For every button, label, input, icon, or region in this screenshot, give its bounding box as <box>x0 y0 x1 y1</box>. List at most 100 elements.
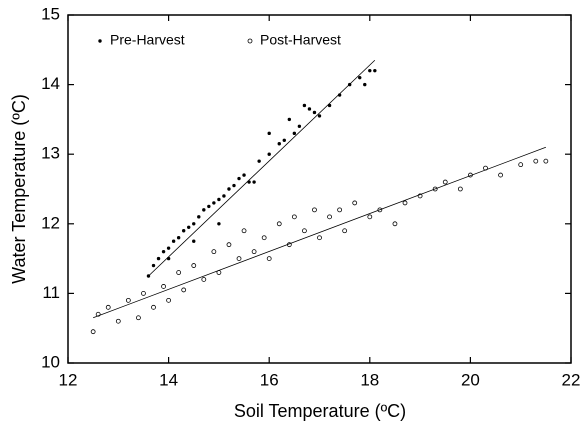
legend-marker <box>247 38 253 44</box>
point <box>192 222 196 226</box>
point <box>307 107 312 111</box>
point <box>442 179 448 185</box>
legend-marker <box>98 39 102 43</box>
point <box>392 221 398 227</box>
point <box>252 180 256 184</box>
fit-line <box>148 59 376 277</box>
point <box>236 256 242 262</box>
y-tick-label: 15 <box>41 4 60 23</box>
point <box>342 228 348 234</box>
point <box>125 297 131 303</box>
x-tick-label: 18 <box>360 370 379 389</box>
point <box>212 201 216 205</box>
point <box>402 200 408 206</box>
point <box>115 318 121 324</box>
point <box>337 207 343 213</box>
legend-label: Post-Harvest <box>260 32 341 48</box>
point <box>222 194 226 198</box>
point <box>166 246 171 250</box>
point <box>317 235 322 241</box>
point <box>151 263 156 268</box>
point <box>543 158 549 164</box>
point <box>156 256 161 261</box>
point <box>241 228 247 234</box>
point <box>201 277 207 282</box>
point <box>217 197 221 202</box>
point <box>533 158 539 164</box>
point <box>237 176 241 181</box>
point <box>202 208 206 212</box>
point <box>352 200 358 206</box>
legend-label: Pre-Harvest <box>110 32 185 48</box>
point <box>302 103 307 108</box>
point <box>266 256 272 262</box>
point <box>277 142 281 146</box>
point <box>217 222 221 226</box>
point <box>192 239 196 243</box>
x-tick-label: 20 <box>461 370 480 389</box>
point <box>363 82 367 87</box>
point <box>367 214 373 220</box>
fit-line <box>93 146 546 319</box>
x-tick-label: 12 <box>59 370 78 389</box>
point <box>518 162 524 168</box>
point <box>312 110 317 115</box>
x-tick-label: 14 <box>159 370 178 389</box>
point <box>257 159 261 163</box>
y-tick-label: 10 <box>41 352 60 371</box>
point <box>327 214 332 220</box>
point <box>187 225 191 229</box>
x-tick-label: 22 <box>562 370 581 389</box>
y-tick-label: 12 <box>41 213 60 232</box>
point <box>171 239 176 243</box>
point <box>141 290 146 296</box>
y-tick-label: 14 <box>41 74 60 93</box>
point <box>267 131 271 136</box>
point <box>377 207 383 213</box>
point <box>317 114 322 118</box>
point <box>261 235 267 241</box>
point <box>251 249 257 255</box>
point <box>282 138 286 142</box>
point <box>181 229 186 233</box>
point <box>161 249 166 254</box>
point <box>226 242 232 248</box>
point <box>312 207 317 213</box>
point <box>358 75 362 80</box>
point <box>276 221 282 227</box>
point <box>181 287 187 293</box>
point <box>291 214 297 220</box>
point <box>105 304 111 310</box>
point <box>207 204 211 209</box>
point <box>166 297 172 303</box>
point <box>191 263 197 268</box>
y-tick-label: 13 <box>41 144 60 163</box>
point <box>232 183 236 188</box>
point <box>211 249 217 255</box>
point <box>432 186 438 192</box>
point <box>197 215 201 219</box>
point <box>176 270 182 275</box>
point <box>151 304 156 310</box>
point <box>90 329 96 335</box>
y-axis-label: Water Temperature (ºC) <box>9 94 29 284</box>
point <box>176 236 181 240</box>
point <box>287 117 292 122</box>
x-axis-label: Soil Temperature (ºC) <box>234 401 406 421</box>
x-tick-label: 16 <box>260 370 279 389</box>
plot-frame <box>67 14 572 364</box>
point <box>242 173 246 177</box>
point <box>292 131 297 136</box>
point <box>498 172 503 178</box>
point <box>373 68 377 73</box>
point <box>227 187 231 191</box>
point <box>161 284 166 289</box>
point <box>368 68 372 73</box>
point <box>417 193 423 199</box>
y-tick-label: 11 <box>42 283 60 302</box>
point <box>297 124 302 129</box>
point <box>136 315 141 321</box>
point <box>457 186 463 192</box>
point <box>302 228 307 234</box>
